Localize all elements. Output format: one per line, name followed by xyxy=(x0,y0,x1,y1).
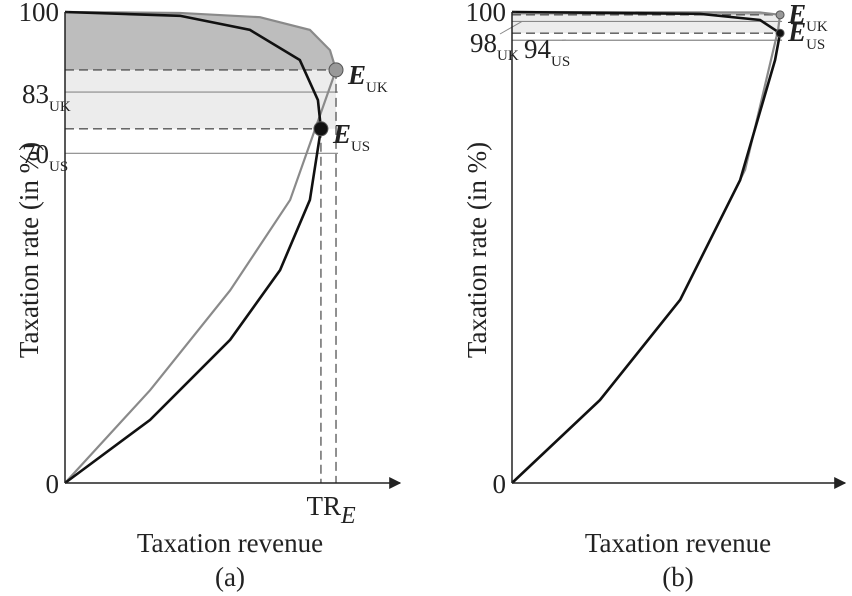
ref-label: 83UK xyxy=(22,79,71,115)
caption: (a) xyxy=(215,562,245,592)
x-axis-title: Taxation revenue xyxy=(137,528,323,558)
ref-label: 94US xyxy=(524,34,570,70)
point xyxy=(775,10,785,20)
y-tick-label: 100 xyxy=(466,0,507,27)
ref-label: 98UK xyxy=(470,28,519,64)
point-label-main: E xyxy=(332,119,351,149)
upper-shade xyxy=(65,12,337,70)
point-label: EUS xyxy=(787,17,825,53)
leader xyxy=(499,20,523,35)
ref-label-main: 94 xyxy=(524,34,552,64)
caption: (b) xyxy=(662,562,693,592)
ref-label-main: 70 xyxy=(22,139,49,169)
ref-label-sub: US xyxy=(49,159,68,175)
x-axis-title: Taxation revenue xyxy=(585,528,771,558)
point-label-main: E xyxy=(787,17,806,47)
x-marker-label-sub: E xyxy=(340,503,356,529)
x-marker-label: TRE xyxy=(306,491,356,529)
y-tick-label: 0 xyxy=(493,469,507,499)
x-marker-label-main: TR xyxy=(306,491,341,521)
point-label: EUK xyxy=(347,60,388,96)
ref-label-sub: UK xyxy=(49,99,71,115)
curve xyxy=(511,10,782,484)
y-tick-label: 100 xyxy=(19,0,60,27)
point-label-sub: UK xyxy=(366,80,388,96)
y-axis-title: Taxation rate (in %) xyxy=(462,142,492,358)
y-tick-label: 0 xyxy=(46,469,60,499)
point-label-main: E xyxy=(347,60,366,90)
point-label-sub: US xyxy=(806,37,825,53)
point-label: EUS xyxy=(332,119,370,155)
point-label-sub: US xyxy=(351,139,370,155)
point-label-sub: UK xyxy=(806,19,828,35)
band-shade xyxy=(65,69,337,129)
point xyxy=(328,62,344,78)
band-shade xyxy=(512,14,781,34)
curve xyxy=(511,10,782,484)
curve xyxy=(64,10,338,484)
ref-label-sub: UK xyxy=(497,48,519,64)
ref-label-main: 83 xyxy=(22,79,49,109)
ref-label: 70US xyxy=(22,139,68,175)
point-label-main: E xyxy=(787,0,806,29)
y-axis-title: Taxation rate (in %) xyxy=(14,142,44,358)
point-label: EUK xyxy=(787,0,828,35)
ref-label-sub: US xyxy=(551,54,570,70)
point xyxy=(775,28,785,38)
point xyxy=(313,121,329,137)
ref-label-main: 98 xyxy=(470,28,497,58)
